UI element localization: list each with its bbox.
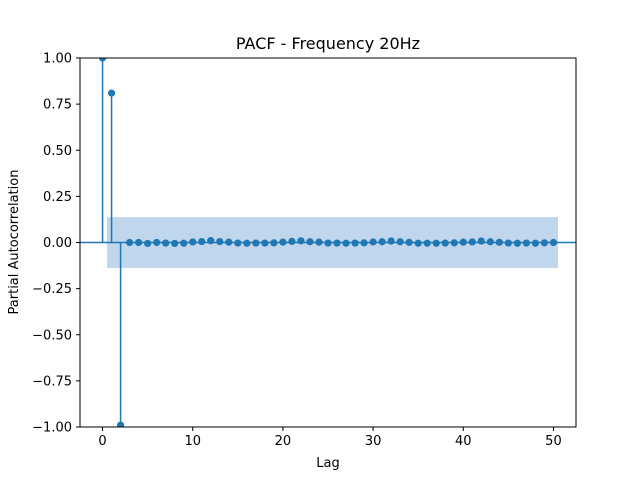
- pacf-point: [405, 238, 413, 246]
- y-tick-label: −0.25: [32, 282, 72, 297]
- pacf-point: [486, 238, 494, 246]
- pacf-point: [306, 238, 314, 246]
- x-tick-label: 50: [545, 434, 562, 449]
- pacf-point: [315, 238, 323, 246]
- y-axis-label: Partial Autocorrelation: [7, 170, 22, 315]
- pacf-point: [107, 89, 116, 97]
- plot-content: [80, 58, 576, 427]
- pacf-point: [423, 239, 431, 247]
- pacf-point: [98, 58, 107, 62]
- pacf-point: [297, 237, 305, 245]
- y-tick-label: 0.50: [43, 144, 72, 159]
- pacf-point: [216, 237, 224, 246]
- pacf-point: [270, 239, 278, 247]
- pacf-point: [180, 239, 188, 247]
- plot-area: [80, 58, 576, 427]
- pacf-point: [261, 239, 269, 247]
- axes: 0 10 20 30 40 50 −1.00 −0.75 −0.50 −0.25 0.00 0.25 0…: [32, 52, 577, 449]
- x-tick-label: 10: [184, 434, 201, 449]
- pacf-point: [387, 237, 395, 245]
- pacf-point: [135, 238, 143, 247]
- y-tick-label: −0.50: [32, 328, 72, 343]
- pacf-point: [342, 239, 350, 247]
- y-tick-label: 1.00: [43, 52, 72, 67]
- pacf-point: [333, 239, 341, 247]
- pacf-point: [116, 421, 125, 427]
- pacf-point: [432, 239, 440, 247]
- pacf-point: [162, 239, 170, 247]
- pacf-point: [369, 238, 377, 246]
- pacf-point: [441, 239, 449, 247]
- pacf-point: [414, 239, 422, 247]
- y-tick-label: −0.75: [32, 374, 72, 389]
- pacf-point: [549, 238, 558, 247]
- pacf-point: [360, 239, 368, 247]
- pacf-point: [144, 239, 152, 248]
- pacf-point: [477, 237, 485, 245]
- pacf-point: [504, 239, 512, 247]
- pacf-point: [252, 239, 260, 247]
- pacf-point: [171, 239, 179, 248]
- pacf-point: [234, 239, 242, 247]
- pacf-point: [243, 239, 251, 247]
- pacf-point: [459, 238, 467, 246]
- pacf-point: [378, 238, 386, 246]
- pacf-point: [126, 238, 134, 247]
- y-tick-label: 0.25: [43, 190, 72, 205]
- pacf-point: [531, 239, 540, 247]
- pacf-point: [396, 238, 404, 246]
- pacf-point: [279, 238, 287, 246]
- x-tick-label: 20: [275, 434, 292, 449]
- x-tick-label: 30: [365, 434, 382, 449]
- pacf-point: [522, 239, 531, 247]
- x-axis-label: Lag: [316, 456, 339, 471]
- pacf-point: [495, 238, 503, 246]
- pacf-point: [324, 239, 332, 247]
- pacf-point: [198, 237, 206, 246]
- pacf-point: [351, 239, 359, 247]
- pacf-point: [540, 239, 549, 247]
- pacf-point: [513, 239, 521, 247]
- pacf-point: [189, 238, 197, 246]
- x-tick-label: 0: [98, 434, 106, 449]
- pacf-point: [288, 237, 296, 245]
- y-tick-label: 0.75: [43, 98, 72, 113]
- y-tick-label: −1.00: [32, 421, 72, 436]
- chart-title: PACF - Frequency 20Hz: [236, 34, 420, 53]
- pacf-point: [468, 238, 476, 246]
- y-tick-label: 0.00: [43, 236, 72, 251]
- x-tick-label: 40: [455, 434, 472, 449]
- pacf-point: [450, 239, 458, 247]
- pacf-point: [225, 238, 233, 246]
- pacf-point: [153, 238, 161, 247]
- pacf-point: [207, 237, 215, 245]
